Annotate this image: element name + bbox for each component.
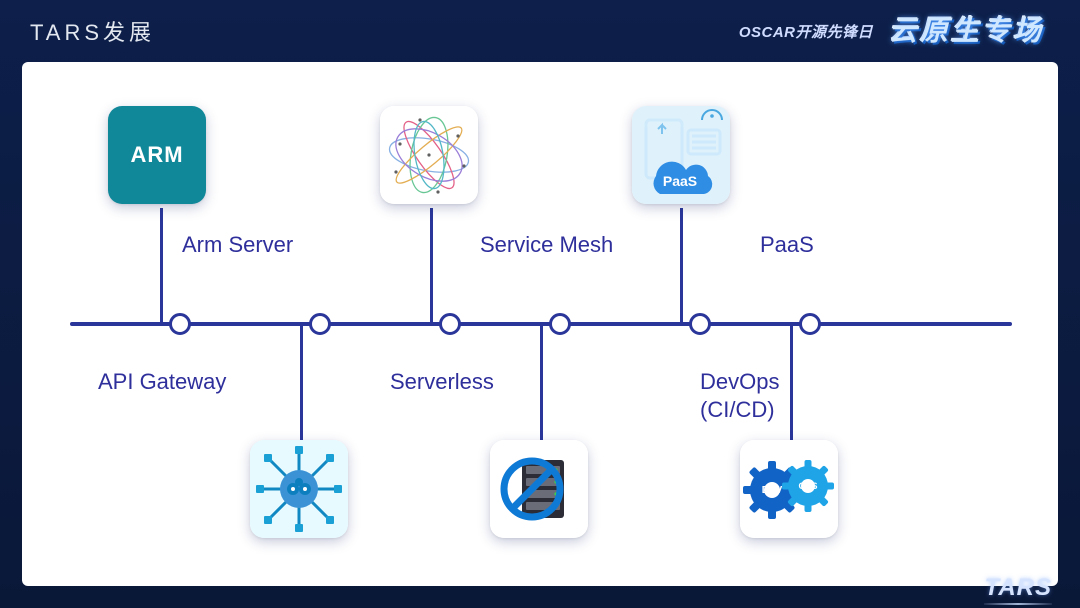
dot-mesh [439,313,461,335]
tile-api-gateway [250,440,348,538]
special-topic: 云原生专场 [883,9,1050,49]
tile-service-mesh [380,106,478,204]
label-service-mesh: Service Mesh [480,231,613,259]
tile-arm: ARM [108,106,206,204]
dot-serverless [549,313,571,335]
header: TARS发展 OSCAR开源先锋日 云原生专场 [0,0,1080,62]
tile-serverless [490,440,588,538]
dot-paas [689,313,711,335]
arm-logo-text: ARM [130,142,183,168]
connector-arm [160,208,163,324]
event-name: OSCAR开源先锋日 [739,21,873,42]
dot-api-gateway [309,313,331,335]
header-right: OSCAR开源先锋日 云原生专场 [739,11,1050,51]
content-panel: Arm Server ARM Service Mesh [22,62,1058,586]
gear-dev-text: DEV [762,485,783,496]
label-api-gateway: API Gateway [98,368,226,396]
connector-serverless [540,324,543,440]
connector-paas [680,208,683,324]
api-gateway-icon [250,440,348,538]
connector-devops [790,324,793,440]
tile-paas: PaaS [632,106,730,204]
label-devops: DevOps (CI/CD) [700,368,779,423]
tile-devops: DEV [740,440,838,538]
presentation-slide: TARS发展 OSCAR开源先锋日 云原生专场 Arm Server ARM S… [0,0,1080,608]
devops-icon: DEV [740,440,838,538]
slide-title: TARS发展 [30,15,155,47]
serverless-icon [490,440,588,538]
paas-word: PaaS [663,173,697,189]
dot-devops [799,313,821,335]
dot-arm [169,313,191,335]
label-arm-server: Arm Server [182,231,293,259]
label-paas: PaaS [760,231,814,259]
connector-api-gateway [300,324,303,440]
gear-ops-text: OPS [798,481,817,491]
mesh-icon [380,106,478,204]
footer-logo: TARS [984,574,1052,602]
paas-icon: PaaS [632,106,730,204]
connector-mesh [430,208,433,324]
label-serverless: Serverless [390,368,494,396]
